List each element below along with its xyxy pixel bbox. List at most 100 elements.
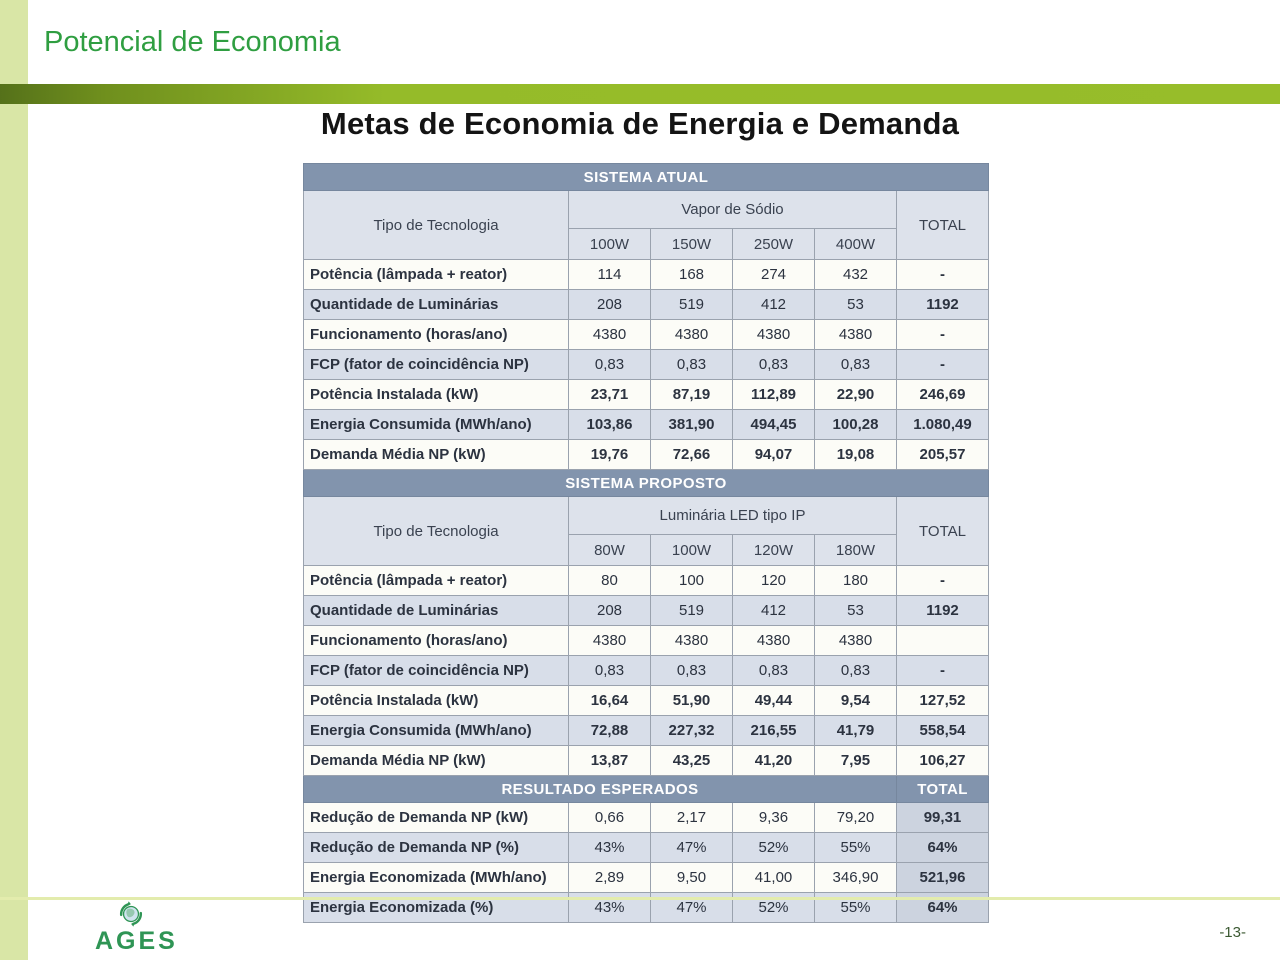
total-cell: [896, 625, 989, 656]
value-cell: 19,08: [814, 439, 897, 470]
table-row: Potência Instalada (kW) 23,71 87,19 112,89 2…: [303, 379, 989, 410]
column-header: 120W: [732, 534, 815, 566]
value-cell: 100: [650, 565, 733, 596]
value-cell: 43,25: [650, 745, 733, 776]
value-cell: 49,44: [732, 685, 815, 716]
table-row: Demanda Média NP (kW) 13,87 43,25 41,20 7,95…: [303, 745, 989, 776]
column-header: 100W: [650, 534, 733, 566]
total-cell: 127,52: [896, 685, 989, 716]
column-header: 80W: [568, 534, 651, 566]
footer-divider: [0, 897, 1280, 900]
table-heading: Metas de Economia de Energia e Demanda: [320, 106, 960, 141]
value-cell: 519: [650, 289, 733, 320]
value-cell: 16,64: [568, 685, 651, 716]
value-cell: 4380: [814, 625, 897, 656]
section-band: RESULTADO ESPERADOS TOTAL: [303, 775, 989, 803]
value-cell: 0,83: [814, 349, 897, 380]
row-label: Potência (lâmpada + reator): [303, 259, 569, 290]
total-cell: 246,69: [896, 379, 989, 410]
value-cell: 0,83: [568, 349, 651, 380]
total-cell: 106,27: [896, 745, 989, 776]
row-label: Redução de Demanda NP (kW): [303, 802, 569, 833]
row-label: Quantidade de Luminárias: [303, 289, 569, 320]
table-row: Energia Economizada (MWh/ano) 2,89 9,50 41,…: [303, 862, 989, 893]
table-row: FCP (fator de coincidência NP) 0,83 0,83 0,…: [303, 349, 989, 380]
value-cell: 412: [732, 289, 815, 320]
table-row: Quantidade de Luminárias 208 519 412 53 1192: [303, 595, 989, 626]
value-cell: 381,90: [650, 409, 733, 440]
column-header: 150W: [650, 228, 733, 260]
table-row: FCP (fator de coincidência NP) 0,83 0,83 0,…: [303, 655, 989, 686]
group-header: Luminária LED tipo IP: [568, 496, 897, 535]
ages-logo-text: AGES: [95, 927, 178, 955]
value-cell: 19,76: [568, 439, 651, 470]
total-cell: 1192: [896, 289, 989, 320]
total-cell: -: [896, 565, 989, 596]
section-title: SISTEMA ATUAL: [303, 163, 989, 191]
section-title: RESULTADO ESPERADOS: [303, 775, 897, 803]
value-cell: 346,90: [814, 862, 897, 893]
value-cell: 114: [568, 259, 651, 290]
column-header: 180W: [814, 534, 897, 566]
value-cell: 94,07: [732, 439, 815, 470]
row-label: Energia Consumida (MWh/ano): [303, 715, 569, 746]
value-cell: 100,28: [814, 409, 897, 440]
corner-header: Tipo de Tecnologia: [303, 496, 569, 566]
value-cell: 432: [814, 259, 897, 290]
row-label: Energia Consumida (MWh/ano): [303, 409, 569, 440]
row-label: Energia Economizada (MWh/ano): [303, 862, 569, 893]
table-header-row: Tipo de Tecnologia Vapor de Sódio TOTAL: [303, 190, 989, 260]
table-header-row: 100W 150W 250W 400W: [304, 228, 989, 260]
table-row: Potência (lâmpada + reator) 114 168 274 432-: [303, 259, 989, 290]
value-cell: 168: [650, 259, 733, 290]
row-label: Quantidade de Luminárias: [303, 595, 569, 626]
value-cell: 274: [732, 259, 815, 290]
value-cell: 53: [814, 595, 897, 626]
section-band: SISTEMA PROPOSTO: [303, 469, 989, 497]
total-cell: 99,31: [896, 802, 989, 833]
value-cell: 79,20: [814, 802, 897, 833]
value-cell: 0,83: [650, 655, 733, 686]
value-cell: 22,90: [814, 379, 897, 410]
top-accent-bar: [0, 84, 1280, 104]
metas-table-container: SISTEMA ATUAL Tipo de Tecnologia Vapor de …: [303, 163, 989, 923]
table-row: Energia Consumida (MWh/ano) 103,86 381,90 4…: [303, 409, 989, 440]
total-cell: -: [896, 655, 989, 686]
value-cell: 120: [732, 565, 815, 596]
value-cell: 4380: [814, 319, 897, 350]
value-cell: 43%: [568, 832, 651, 863]
table-row: Quantidade de Luminárias 208 519 412 53 1192: [303, 289, 989, 320]
column-header: 250W: [732, 228, 815, 260]
value-cell: 41,00: [732, 862, 815, 893]
column-header: 100W: [568, 228, 651, 260]
value-cell: 52%: [732, 832, 815, 863]
corner-header: Tipo de Tecnologia: [303, 190, 569, 260]
value-cell: 9,54: [814, 685, 897, 716]
total-header: TOTAL: [896, 496, 989, 566]
value-cell: 519: [650, 595, 733, 626]
value-cell: 0,83: [732, 349, 815, 380]
total-cell: 1.080,49: [896, 409, 989, 440]
group-header: Vapor de Sódio: [568, 190, 897, 229]
value-cell: 208: [568, 289, 651, 320]
value-cell: 72,88: [568, 715, 651, 746]
value-cell: 0,83: [650, 349, 733, 380]
value-cell: 103,86: [568, 409, 651, 440]
value-cell: 7,95: [814, 745, 897, 776]
value-cell: 2,89: [568, 862, 651, 893]
page-number: -13-: [1219, 924, 1246, 941]
value-cell: 47%: [650, 832, 733, 863]
value-cell: 0,83: [814, 655, 897, 686]
value-cell: 4380: [568, 319, 651, 350]
value-cell: 4380: [650, 625, 733, 656]
table-row: Energia Consumida (MWh/ano) 72,88 227,32 21…: [303, 715, 989, 746]
table-row: Funcionamento (horas/ano) 4380 4380 4380 438…: [303, 625, 989, 656]
ages-logo: AGES: [95, 900, 185, 954]
table-row: Funcionamento (horas/ano) 4380 4380 4380 438…: [303, 319, 989, 350]
value-cell: 412: [732, 595, 815, 626]
table-row: Redução de Demanda NP (%) 43% 47% 52% 55% 64%: [303, 832, 989, 863]
value-cell: 80: [568, 565, 651, 596]
total-header: TOTAL: [896, 190, 989, 260]
value-cell: 51,90: [650, 685, 733, 716]
value-cell: 87,19: [650, 379, 733, 410]
